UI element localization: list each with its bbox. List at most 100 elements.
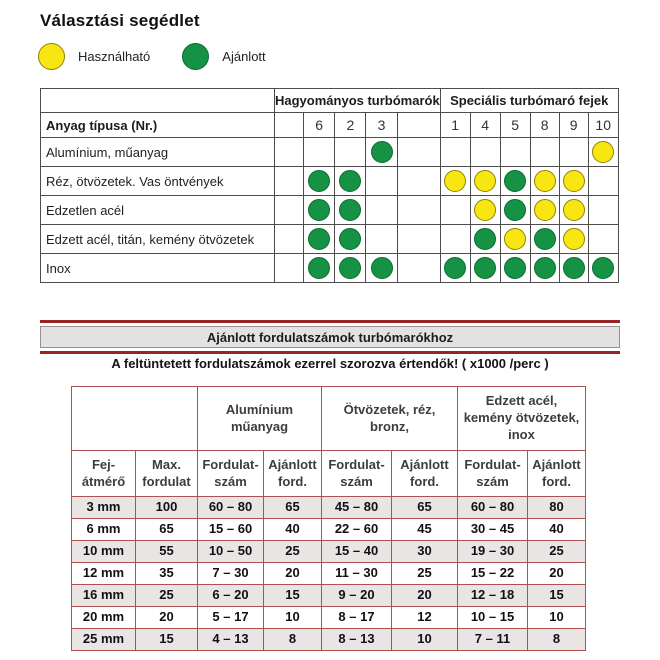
speed-value-cell: 35 xyxy=(135,562,198,585)
mark-cell xyxy=(303,195,336,225)
mark-cell xyxy=(499,195,531,225)
material-label: Edzetlen acél xyxy=(40,195,275,225)
spacer-cell xyxy=(396,137,441,167)
tool-number: 8 xyxy=(529,112,560,138)
speed-banner: Ajánlott fordulatszámok turbómarókhoz xyxy=(40,320,620,354)
banner-title: Ajánlott fordulatszámok turbómarókhoz xyxy=(206,329,454,345)
mark-cell xyxy=(334,195,367,225)
mark-cell xyxy=(587,253,619,283)
mark-cell xyxy=(365,195,398,225)
header-line: ford. xyxy=(542,473,571,489)
mark-cell xyxy=(334,137,367,167)
ajanlott-dot-icon xyxy=(308,199,331,221)
spacer-cell xyxy=(273,137,305,167)
speed-row: 12 mm 35 7 – 30 20 11 – 30 25 15 – 22 20 xyxy=(71,562,586,585)
ajanlott-dot-icon xyxy=(182,42,210,70)
head-diameter-cell: 10 mm xyxy=(71,540,136,563)
speed-group-header: Ötvözetek, réz, bronz, xyxy=(321,386,458,451)
blank-header-cell xyxy=(71,386,198,451)
ajanlott-dot-icon xyxy=(339,199,362,221)
speed-value-cell: 25 xyxy=(135,584,198,607)
speed-column-header: Ajánlott ford. xyxy=(391,450,458,497)
spacer-cell xyxy=(396,166,441,196)
header-line: Fordulat- xyxy=(328,456,385,472)
spacer-cell xyxy=(273,112,305,138)
speed-column-header: Ajánlott ford. xyxy=(527,450,586,497)
mark-cell xyxy=(558,195,589,225)
ajanlott-dot-icon xyxy=(533,228,556,250)
speed-value-cell: 10 – 50 xyxy=(197,540,264,563)
spacer-cell xyxy=(273,224,305,254)
header-line: átmérő xyxy=(81,473,126,489)
ajanlott-dot-icon xyxy=(308,170,331,192)
hasznalhato-dot-icon xyxy=(533,199,556,221)
speed-value-cell: 10 – 15 xyxy=(457,606,528,629)
speed-row: 25 mm 15 4 – 13 8 8 – 13 10 7 – 11 8 xyxy=(71,628,586,651)
material-row: Edzetlen acél xyxy=(40,195,619,225)
ajanlott-dot-icon xyxy=(474,257,497,279)
header-line: Alumínium xyxy=(225,401,294,417)
speed-value-cell: 22 – 60 xyxy=(321,518,392,541)
speed-value-cell: 15 – 40 xyxy=(321,540,392,563)
mark-cell xyxy=(558,224,589,254)
mark-cell xyxy=(365,224,398,254)
speed-subheader-row: Fej-átmérő Max. fordulat Fordulat-szám Ajánl… xyxy=(71,450,586,497)
material-type-header: Anyag típusa (Nr.) xyxy=(40,112,275,138)
mark-cell xyxy=(558,253,589,283)
tool-number: 9 xyxy=(558,112,589,138)
speed-value-cell: 10 xyxy=(527,606,586,629)
head-diameter-cell: 25 mm xyxy=(71,628,136,651)
speed-value-cell: 8 – 17 xyxy=(321,606,392,629)
speed-value-cell: 9 – 20 xyxy=(321,584,392,607)
material-row: Inox xyxy=(40,253,619,283)
speed-value-cell: 12 xyxy=(391,606,458,629)
mark-cell xyxy=(469,253,501,283)
hasznalhato-dot-icon xyxy=(474,199,497,221)
mark-cell xyxy=(499,253,531,283)
ajanlott-dot-icon xyxy=(504,199,527,221)
tool-number: 5 xyxy=(499,112,531,138)
hasznalhato-dot-icon xyxy=(38,42,65,70)
tool-number: 2 xyxy=(334,112,367,138)
speed-value-cell: 15 xyxy=(263,584,322,607)
mark-cell xyxy=(587,224,619,254)
mark-cell xyxy=(303,253,336,283)
material-label: Réz, ötvözetek. Vas öntvények xyxy=(40,166,275,196)
tool-number: 10 xyxy=(587,112,619,138)
mark-cell xyxy=(499,166,531,196)
spacer-cell xyxy=(273,195,305,225)
tool-number: 3 xyxy=(365,112,398,138)
speed-value-cell: 4 – 13 xyxy=(197,628,264,651)
header-line: Fej- xyxy=(91,456,116,472)
header-line: szám xyxy=(340,473,373,489)
mark-cell xyxy=(365,253,398,283)
hasznalhato-dot-icon xyxy=(562,228,585,250)
tool-number: 1 xyxy=(439,112,471,138)
selection-number-row: Anyag típusa (Nr.) 6 2 3 1 4 5 8 9 10 xyxy=(40,112,619,138)
speed-value-cell: 8 – 13 xyxy=(321,628,392,651)
header-line: bronz, xyxy=(370,418,409,434)
mark-cell xyxy=(469,137,501,167)
speed-value-cell: 10 xyxy=(391,628,458,651)
head-diameter-cell: 12 mm xyxy=(71,562,136,585)
speed-row: 16 mm 25 6 – 20 15 9 – 20 20 12 – 18 15 xyxy=(71,584,586,607)
header-line: ford. xyxy=(278,473,307,489)
ajanlott-dot-icon xyxy=(562,257,585,279)
speed-value-cell: 65 xyxy=(135,518,198,541)
ajanlott-dot-icon xyxy=(474,228,497,250)
mark-cell xyxy=(529,253,560,283)
ajanlott-dot-icon xyxy=(370,257,393,279)
speed-column-header: Fordulat-szám xyxy=(197,450,264,497)
speed-group-header: Alumínium műanyag xyxy=(197,386,322,451)
ajanlott-dot-icon xyxy=(592,257,615,279)
tool-number: 6 xyxy=(303,112,336,138)
ajanlott-dot-icon xyxy=(339,257,362,279)
speed-value-cell: 6 – 20 xyxy=(197,584,264,607)
speed-value-cell: 8 xyxy=(263,628,322,651)
speed-value-cell: 7 – 11 xyxy=(457,628,528,651)
head-diameter-cell: 6 mm xyxy=(71,518,136,541)
banner-bottom-line xyxy=(40,351,620,354)
hasznalhato-dot-icon xyxy=(504,228,527,250)
mark-cell xyxy=(558,166,589,196)
selection-table: Hagyományos turbómarók Speciális turbómar… xyxy=(40,88,619,283)
